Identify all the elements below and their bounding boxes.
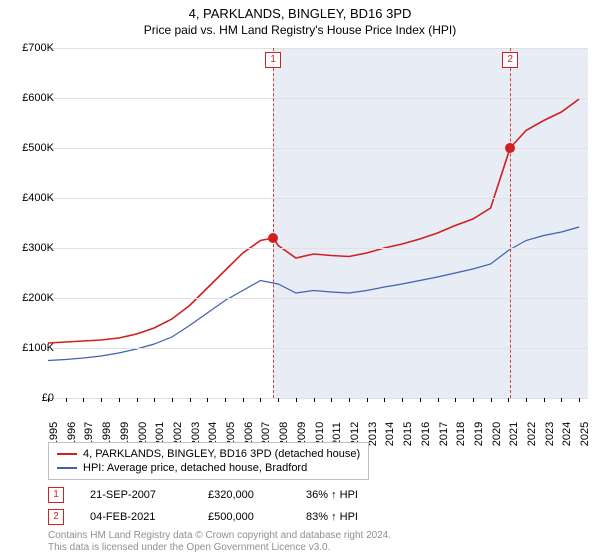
- sale-hpi: 36% ↑ HPI: [306, 489, 396, 501]
- legend-swatch: [57, 453, 77, 455]
- y-tick-label: £700K: [22, 42, 54, 54]
- x-tick: [243, 398, 244, 402]
- sale-date: 21-SEP-2007: [90, 489, 182, 501]
- x-tick-label: 2014: [384, 422, 396, 446]
- x-tick: [526, 398, 527, 402]
- x-tick: [561, 398, 562, 402]
- gridline: [48, 98, 588, 99]
- sale-marker-1: [268, 233, 278, 243]
- x-tick: [83, 398, 84, 402]
- x-tick-label: 2021: [508, 422, 520, 446]
- plot-area: 12: [48, 48, 588, 399]
- gridline: [48, 198, 588, 199]
- x-tick: [438, 398, 439, 402]
- sale-hpi: 83% ↑ HPI: [306, 511, 396, 523]
- x-tick-label: 2018: [455, 422, 467, 446]
- chart-subtitle: Price paid vs. HM Land Registry's House …: [0, 21, 600, 41]
- x-tick: [137, 398, 138, 402]
- y-tick-label: £400K: [22, 192, 54, 204]
- x-tick: [367, 398, 368, 402]
- x-tick: [508, 398, 509, 402]
- sale-vline: [510, 48, 511, 398]
- chart-container: 4, PARKLANDS, BINGLEY, BD16 3PD Price pa…: [0, 0, 600, 560]
- x-tick: [314, 398, 315, 402]
- x-tick-label: 2023: [544, 422, 556, 446]
- x-tick: [455, 398, 456, 402]
- x-tick: [331, 398, 332, 402]
- sale-vline: [273, 48, 274, 398]
- x-tick: [544, 398, 545, 402]
- y-tick-label: £100K: [22, 342, 54, 354]
- legend-swatch: [57, 467, 77, 469]
- sale-marker-label-2: 2: [502, 52, 518, 68]
- sale-marker-label-1: 1: [265, 52, 281, 68]
- footer-attribution: Contains HM Land Registry data © Crown c…: [48, 530, 391, 554]
- gridline: [48, 348, 588, 349]
- series-price_paid: [48, 99, 579, 343]
- x-tick: [225, 398, 226, 402]
- sale-index: 2: [48, 509, 64, 525]
- footer-line-2: This data is licensed under the Open Gov…: [48, 542, 391, 554]
- x-tick: [260, 398, 261, 402]
- sale-index: 1: [48, 487, 64, 503]
- x-tick-label: 2019: [473, 422, 485, 446]
- x-tick: [296, 398, 297, 402]
- x-tick-label: 2017: [438, 422, 450, 446]
- footer-line-1: Contains HM Land Registry data © Crown c…: [48, 530, 391, 542]
- x-tick-label: 2015: [402, 422, 414, 446]
- sale-row: 2 04-FEB-2021 £500,000 83% ↑ HPI: [48, 506, 396, 528]
- sale-date: 04-FEB-2021: [90, 511, 182, 523]
- legend: 4, PARKLANDS, BINGLEY, BD16 3PD (detache…: [48, 442, 369, 480]
- x-tick: [190, 398, 191, 402]
- legend-label: 4, PARKLANDS, BINGLEY, BD16 3PD (detache…: [83, 448, 360, 460]
- x-tick: [119, 398, 120, 402]
- x-tick: [48, 398, 49, 402]
- x-tick: [349, 398, 350, 402]
- x-tick: [579, 398, 580, 402]
- y-tick-label: £200K: [22, 292, 54, 304]
- x-tick: [101, 398, 102, 402]
- sale-row: 1 21-SEP-2007 £320,000 36% ↑ HPI: [48, 484, 396, 506]
- sale-price: £500,000: [208, 511, 280, 523]
- x-tick-label: 2016: [420, 422, 432, 446]
- x-tick: [154, 398, 155, 402]
- x-tick: [278, 398, 279, 402]
- gridline: [48, 48, 588, 49]
- y-tick-label: £500K: [22, 142, 54, 154]
- chart-title: 4, PARKLANDS, BINGLEY, BD16 3PD: [0, 0, 600, 21]
- x-tick: [66, 398, 67, 402]
- legend-item: HPI: Average price, detached house, Brad…: [57, 461, 360, 475]
- legend-item: 4, PARKLANDS, BINGLEY, BD16 3PD (detache…: [57, 447, 360, 461]
- gridline: [48, 248, 588, 249]
- x-tick-label: 2024: [561, 422, 573, 446]
- x-tick-label: 2022: [526, 422, 538, 446]
- y-tick-label: £300K: [22, 242, 54, 254]
- gridline: [48, 298, 588, 299]
- x-tick: [402, 398, 403, 402]
- gridline: [48, 398, 588, 399]
- x-tick: [384, 398, 385, 402]
- y-tick-label: £600K: [22, 92, 54, 104]
- x-axis-labels: 1995199619971998199920002001200220032004…: [48, 400, 588, 440]
- sale-marker-2: [505, 143, 515, 153]
- legend-label: HPI: Average price, detached house, Brad…: [83, 462, 307, 474]
- x-tick: [420, 398, 421, 402]
- x-tick: [172, 398, 173, 402]
- sales-table: 1 21-SEP-2007 £320,000 36% ↑ HPI 2 04-FEB-202…: [48, 484, 396, 528]
- x-tick: [207, 398, 208, 402]
- x-tick-label: 2025: [579, 422, 591, 446]
- x-tick: [491, 398, 492, 402]
- x-tick: [473, 398, 474, 402]
- x-tick-label: 2020: [491, 422, 503, 446]
- sale-price: £320,000: [208, 489, 280, 501]
- chart-svg: [48, 48, 588, 398]
